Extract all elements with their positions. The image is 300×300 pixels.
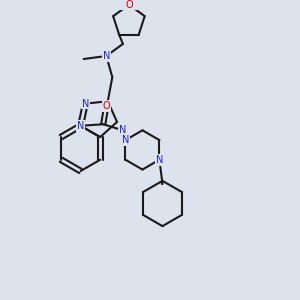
Text: N: N (77, 121, 84, 131)
Text: N: N (119, 125, 127, 135)
Text: O: O (125, 0, 133, 10)
Text: N: N (122, 135, 129, 145)
Text: N: N (156, 155, 163, 165)
Text: N: N (103, 51, 110, 61)
Text: O: O (102, 101, 110, 111)
Text: N: N (82, 99, 89, 109)
